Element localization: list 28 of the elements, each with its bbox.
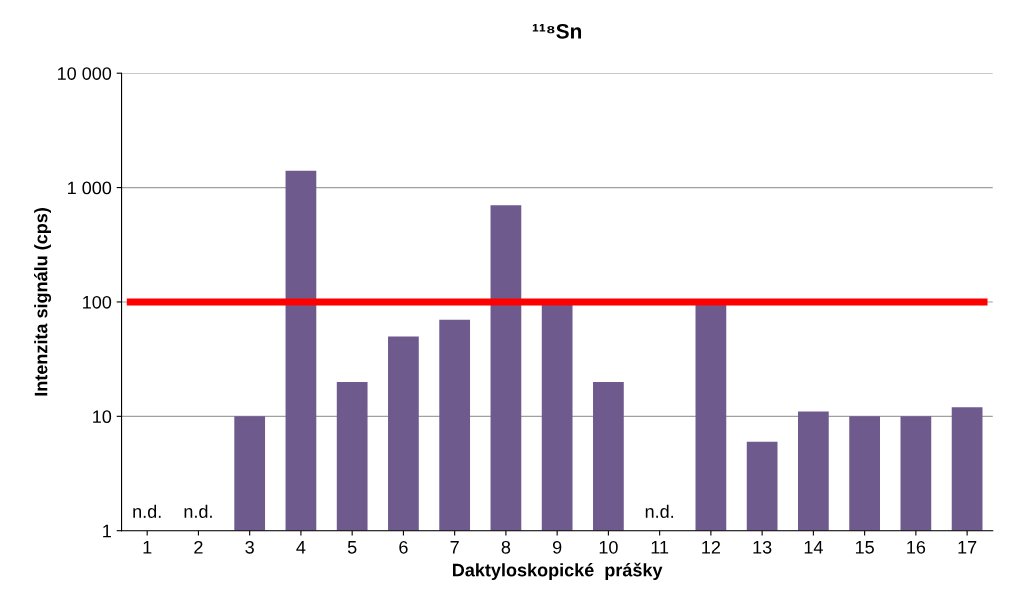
x-tick-label: 11 — [651, 541, 669, 554]
x-tick-label: 14 — [804, 541, 823, 554]
x-tick-label: 3 — [245, 540, 254, 554]
x-tick-label: 5 — [347, 541, 357, 554]
annotation: n.d. — [645, 504, 674, 518]
x-tick-label: 6 — [399, 540, 408, 554]
x-tick-label: 1 — [143, 541, 152, 554]
x-axis-title: Daktyloskopické prášky — [452, 562, 663, 581]
y-tick-label: 1 000 — [68, 181, 112, 195]
x-tick-label: 10 — [599, 540, 618, 554]
x-tick-label: 7 — [450, 541, 459, 554]
chart-title: ¹¹⁸Sn — [532, 23, 582, 39]
x-tick-label: 8 — [501, 540, 511, 554]
y-axis-title: Intenzita signálu (cps) — [34, 208, 52, 396]
x-tick-label: 13 — [753, 540, 772, 554]
y-tick-label: 10 000 — [58, 67, 112, 80]
x-tick-label: 15 — [855, 541, 874, 554]
y-tick-label: 100 — [83, 295, 112, 309]
y-tick-label: 1 — [103, 524, 111, 538]
annotation: n.d. — [184, 504, 212, 518]
x-tick-label: 12 — [702, 540, 721, 554]
x-tick-label: 17 — [958, 541, 977, 554]
x-tick-label: 9 — [552, 540, 562, 554]
x-tick-label: 16 — [907, 540, 926, 554]
x-tick-label: 4 — [296, 541, 306, 554]
y-tick-label: 10 — [93, 410, 112, 424]
x-tick-label: 2 — [194, 540, 203, 554]
annotation: n.d. — [133, 504, 161, 518]
